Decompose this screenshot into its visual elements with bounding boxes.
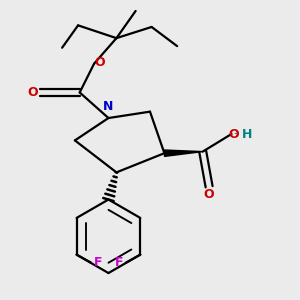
Text: O: O [229,128,239,140]
Text: F: F [115,256,123,269]
Text: O: O [94,56,105,69]
Text: N: N [103,100,114,113]
Text: O: O [27,86,38,99]
Text: H: H [242,128,253,140]
Text: F: F [94,256,102,269]
Polygon shape [164,150,203,156]
Text: -: - [233,128,238,140]
Text: O: O [204,188,214,201]
